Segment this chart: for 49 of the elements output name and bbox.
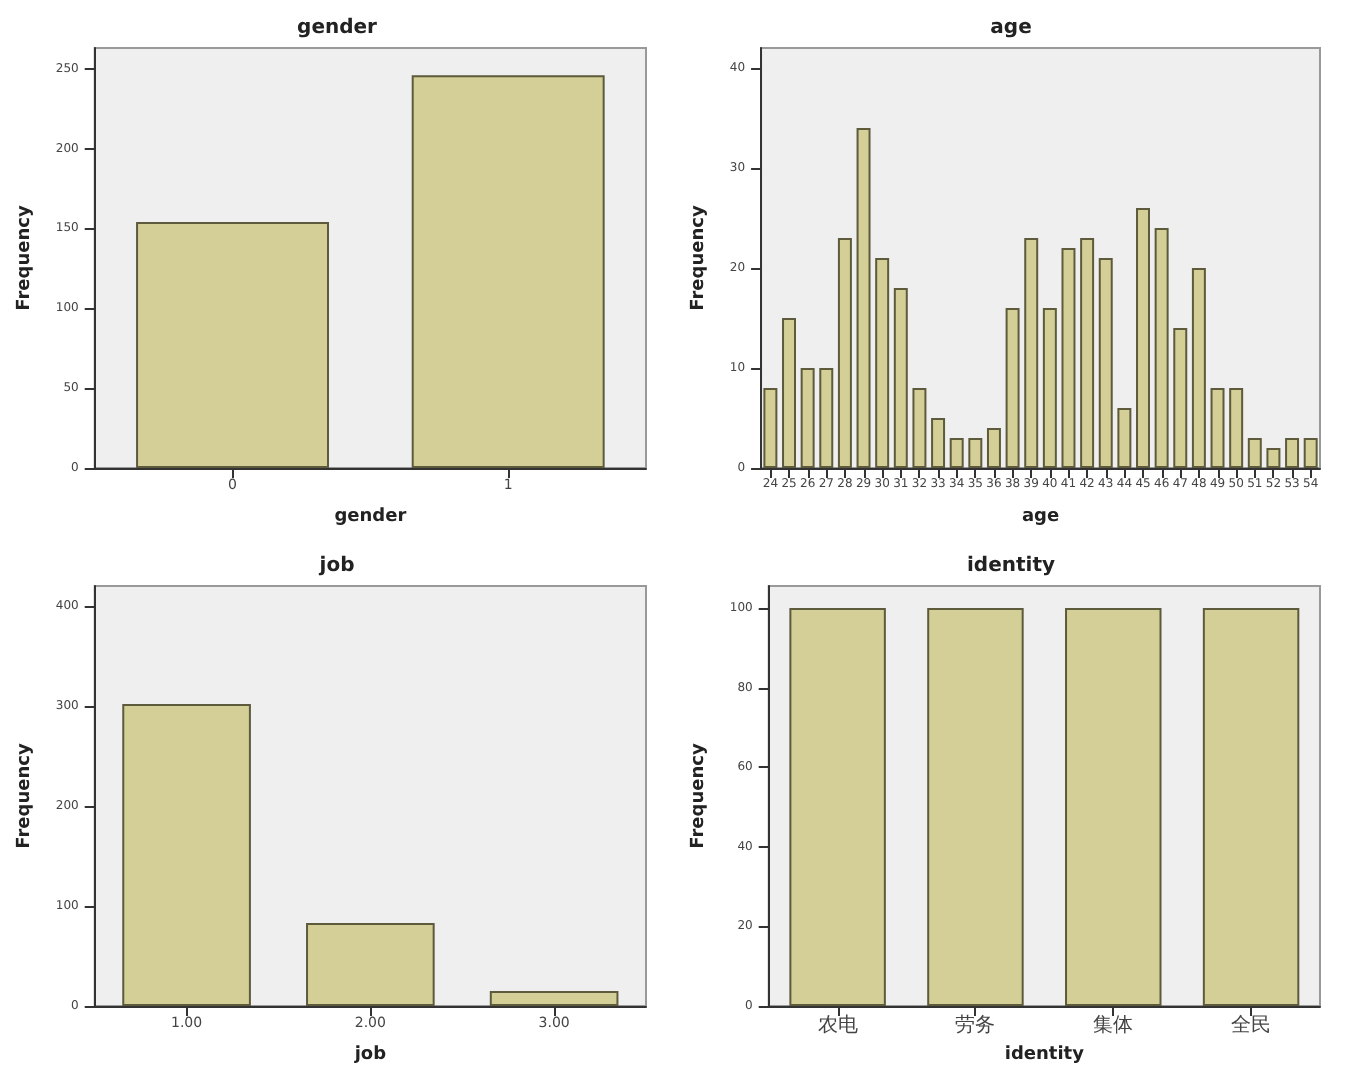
bar: [782, 318, 796, 468]
bar: [893, 288, 908, 468]
bar: [489, 991, 619, 1006]
bar: [1229, 388, 1244, 468]
x-tick-label: 集体: [1093, 1013, 1134, 1037]
chart-title: gender: [297, 17, 378, 39]
bar: [1303, 438, 1318, 468]
bar: [1024, 238, 1039, 468]
bar: [1136, 208, 1150, 468]
bar: [122, 704, 251, 1006]
y-axis-title: Frequency: [689, 743, 709, 849]
y-axis-title: Frequency: [15, 205, 35, 311]
chart-title: identity: [967, 555, 1056, 577]
bar: [1061, 248, 1076, 468]
bar: [912, 388, 927, 468]
x-tick-label: 劳务: [955, 1013, 996, 1037]
bar: [306, 923, 435, 1006]
bar: [1285, 438, 1300, 468]
bar: [875, 258, 890, 468]
bar: [1080, 238, 1095, 468]
x-axis-title: gender: [334, 507, 408, 527]
bar: [1154, 228, 1169, 468]
bar: [1266, 448, 1281, 468]
bar: [1098, 258, 1113, 468]
bar: [763, 388, 778, 468]
bar: [1210, 388, 1225, 468]
y-axis-title: Frequency: [689, 205, 709, 311]
bar: [1247, 438, 1262, 468]
chart-title: job: [317, 555, 355, 577]
bar: [1005, 308, 1020, 468]
bar: [837, 238, 852, 468]
x-tick-label: 全民: [1231, 1013, 1272, 1037]
bar: [968, 438, 983, 468]
y-axis-title: Frequency: [15, 743, 35, 849]
x-axis-title: age: [1021, 507, 1060, 527]
chart-title: age: [990, 17, 1033, 39]
bar: [819, 368, 834, 468]
x-tick-label: 农电: [817, 1013, 858, 1037]
bar: [1173, 328, 1188, 468]
bar: [800, 368, 815, 468]
bar: [856, 128, 871, 468]
bar: [931, 418, 946, 468]
bar: [1042, 308, 1057, 468]
bar: [986, 428, 1001, 468]
bar: [1117, 408, 1132, 468]
bar: [1191, 268, 1206, 468]
x-axis-title: job: [352, 1045, 388, 1065]
bar: [949, 438, 964, 468]
x-axis-title: identity: [1004, 1045, 1085, 1065]
